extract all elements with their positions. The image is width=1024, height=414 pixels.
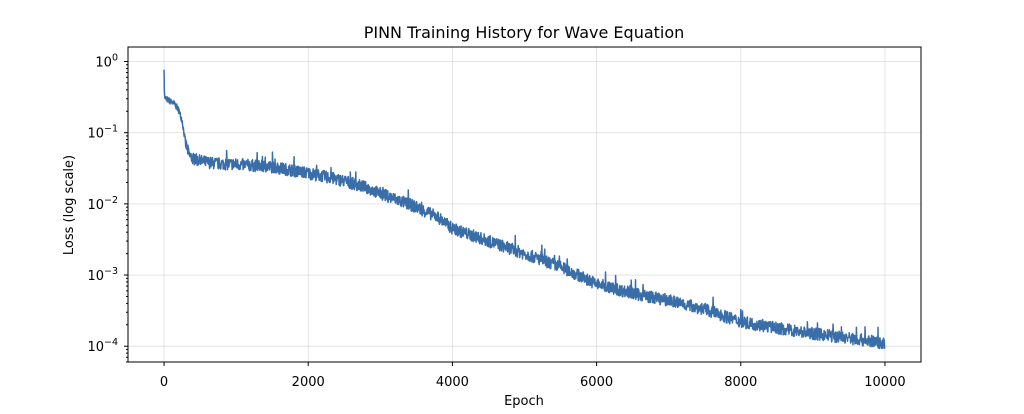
y-tick-label: 10−3 bbox=[87, 266, 118, 284]
y-axis: 100 10−1 10−2 10−3 10−4 bbox=[87, 53, 128, 363]
y-tick-label: 10−2 bbox=[87, 195, 118, 213]
x-tick-label: 0 bbox=[160, 375, 168, 390]
y-tick-label: 10−1 bbox=[87, 124, 118, 142]
chart-title: PINN Training History for Wave Equation bbox=[364, 23, 685, 42]
grid bbox=[128, 47, 921, 362]
x-tick-label: 10000 bbox=[864, 375, 905, 390]
x-tick-label: 2000 bbox=[292, 375, 325, 390]
x-tick-label: 4000 bbox=[436, 375, 469, 390]
plot-frame bbox=[127, 46, 922, 363]
y-tick-label: 100 bbox=[95, 53, 118, 71]
x-tick-label: 6000 bbox=[580, 375, 613, 390]
x-axis: 0 2000 4000 6000 8000 10000 bbox=[160, 362, 906, 390]
x-axis-title: Epoch bbox=[504, 394, 544, 409]
series-layer bbox=[163, 69, 886, 350]
y-axis-title: Loss (log scale) bbox=[62, 155, 77, 255]
x-tick-label: 8000 bbox=[724, 375, 757, 390]
loss-series-line bbox=[163, 69, 886, 350]
y-tick-label: 10−4 bbox=[87, 337, 118, 355]
